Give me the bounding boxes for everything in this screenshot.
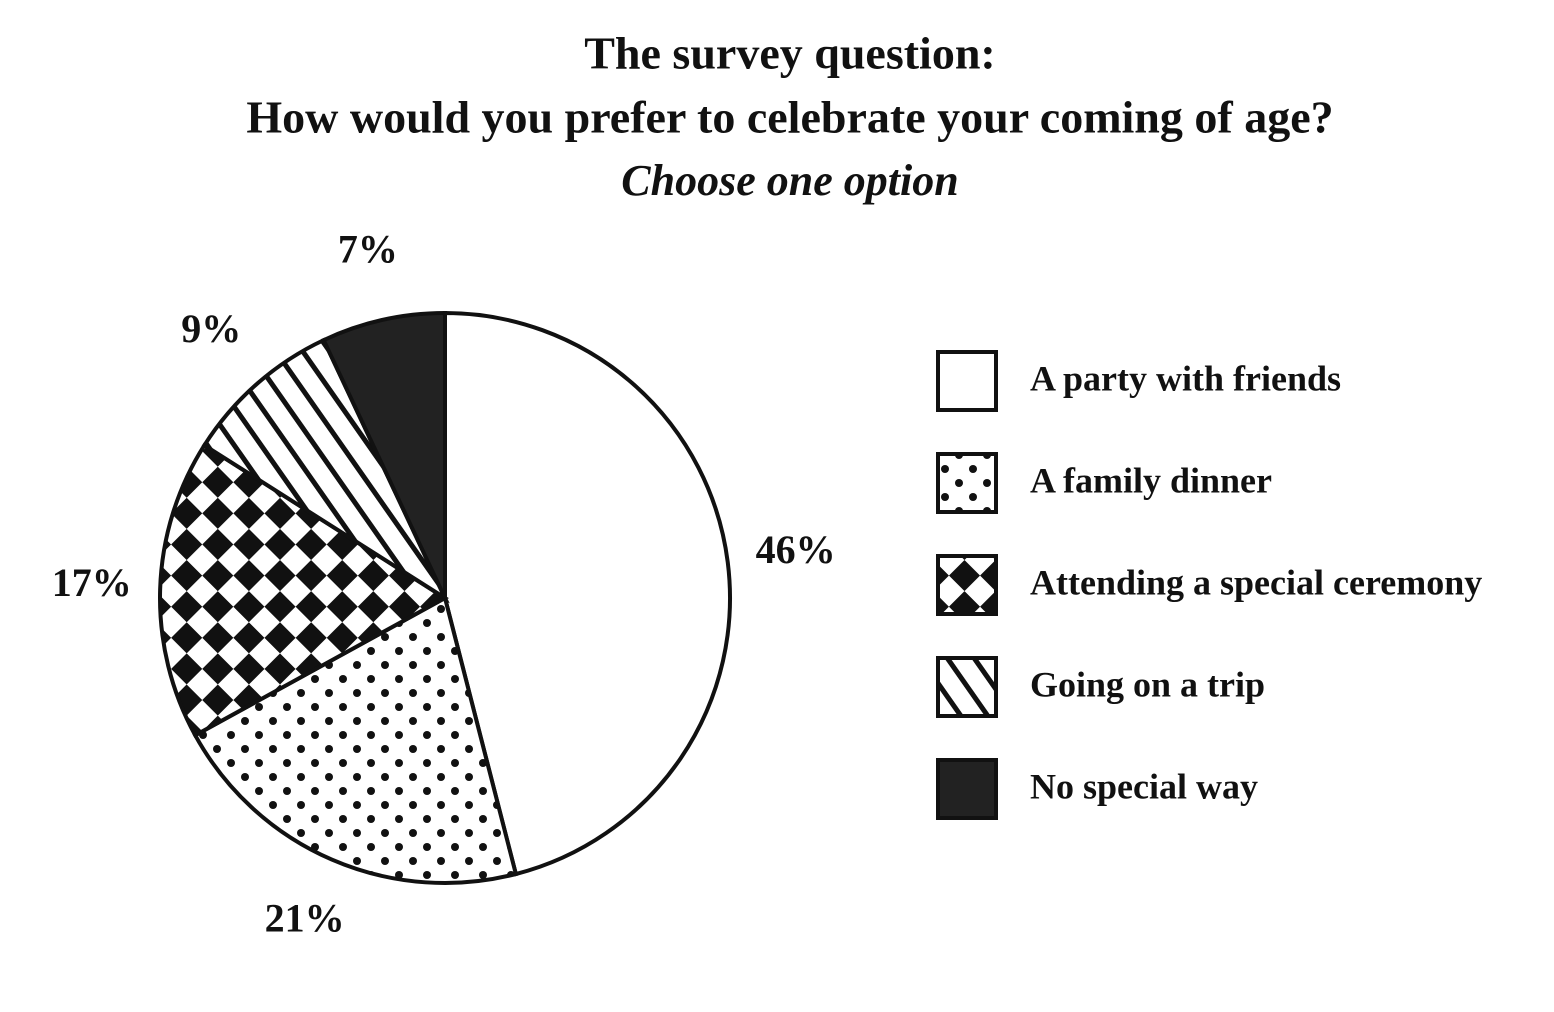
pie-slice	[192, 595, 519, 885]
value-label: 7%	[338, 226, 398, 271]
value-label: 9%	[181, 306, 241, 351]
legend-swatch	[936, 656, 998, 718]
value-label: 46%	[756, 527, 836, 572]
legend-swatch	[936, 758, 998, 820]
legend-label: A party with friends	[1030, 358, 1341, 398]
legend-label: Attending a special ceremony	[1030, 562, 1482, 602]
legend-label: A family dinner	[1030, 460, 1272, 500]
value-label: 17%	[52, 560, 132, 605]
pie-slice	[158, 442, 449, 739]
legend-label: Going on a trip	[1030, 664, 1265, 704]
legend-swatch	[936, 554, 998, 616]
chart-title: The survey question:	[584, 28, 995, 79]
legend-label: No special way	[1030, 766, 1258, 806]
chart-subtitle: How would you prefer to celebrate your c…	[246, 92, 1333, 143]
legend-swatch	[936, 452, 998, 514]
pie-slice	[443, 310, 732, 877]
chart-note: Choose one option	[621, 156, 958, 205]
legend-swatch	[936, 350, 998, 412]
value-label: 21%	[265, 896, 345, 941]
pie-slice	[201, 337, 450, 604]
pie-slice	[320, 310, 447, 599]
